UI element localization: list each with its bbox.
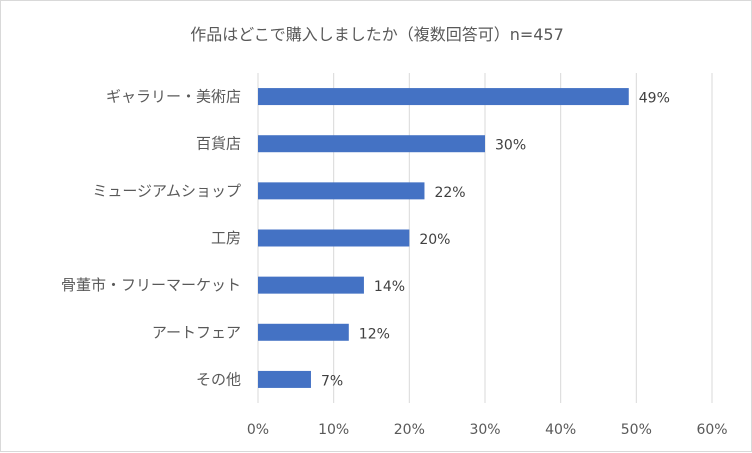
x-tick-label: 50% (621, 422, 652, 438)
x-tick-label: 10% (318, 422, 349, 438)
x-tick-label: 0% (247, 422, 269, 438)
category-label: ミュージアムショップ (92, 182, 241, 200)
category-label: アートフェア (152, 323, 241, 341)
category-label: 工房 (211, 229, 241, 247)
category-label: その他 (196, 370, 241, 388)
bar (258, 276, 364, 294)
category-label: 骨董市・フリーマーケット (61, 276, 241, 294)
data-label: 7% (321, 373, 343, 389)
data-label: 14% (374, 279, 405, 295)
bar (258, 229, 410, 247)
bar (258, 135, 485, 153)
bar (258, 182, 425, 200)
data-label: 30% (495, 138, 526, 154)
bar (258, 370, 311, 388)
x-tick-label: 20% (394, 422, 425, 438)
bar (258, 88, 629, 106)
data-label: 20% (419, 232, 450, 248)
x-tick-label: 60% (696, 422, 727, 438)
category-label: 百貨店 (196, 135, 241, 153)
chart-title: 作品はどこで購入しましたか（複数回答可）n=457 (190, 25, 564, 44)
data-label: 22% (434, 185, 465, 201)
bar (258, 323, 349, 341)
category-label: ギャラリー・美術店 (106, 88, 241, 106)
data-label: 12% (359, 326, 390, 342)
data-label: 49% (639, 91, 670, 107)
x-tick-label: 40% (545, 422, 576, 438)
x-tick-label: 30% (469, 422, 500, 438)
